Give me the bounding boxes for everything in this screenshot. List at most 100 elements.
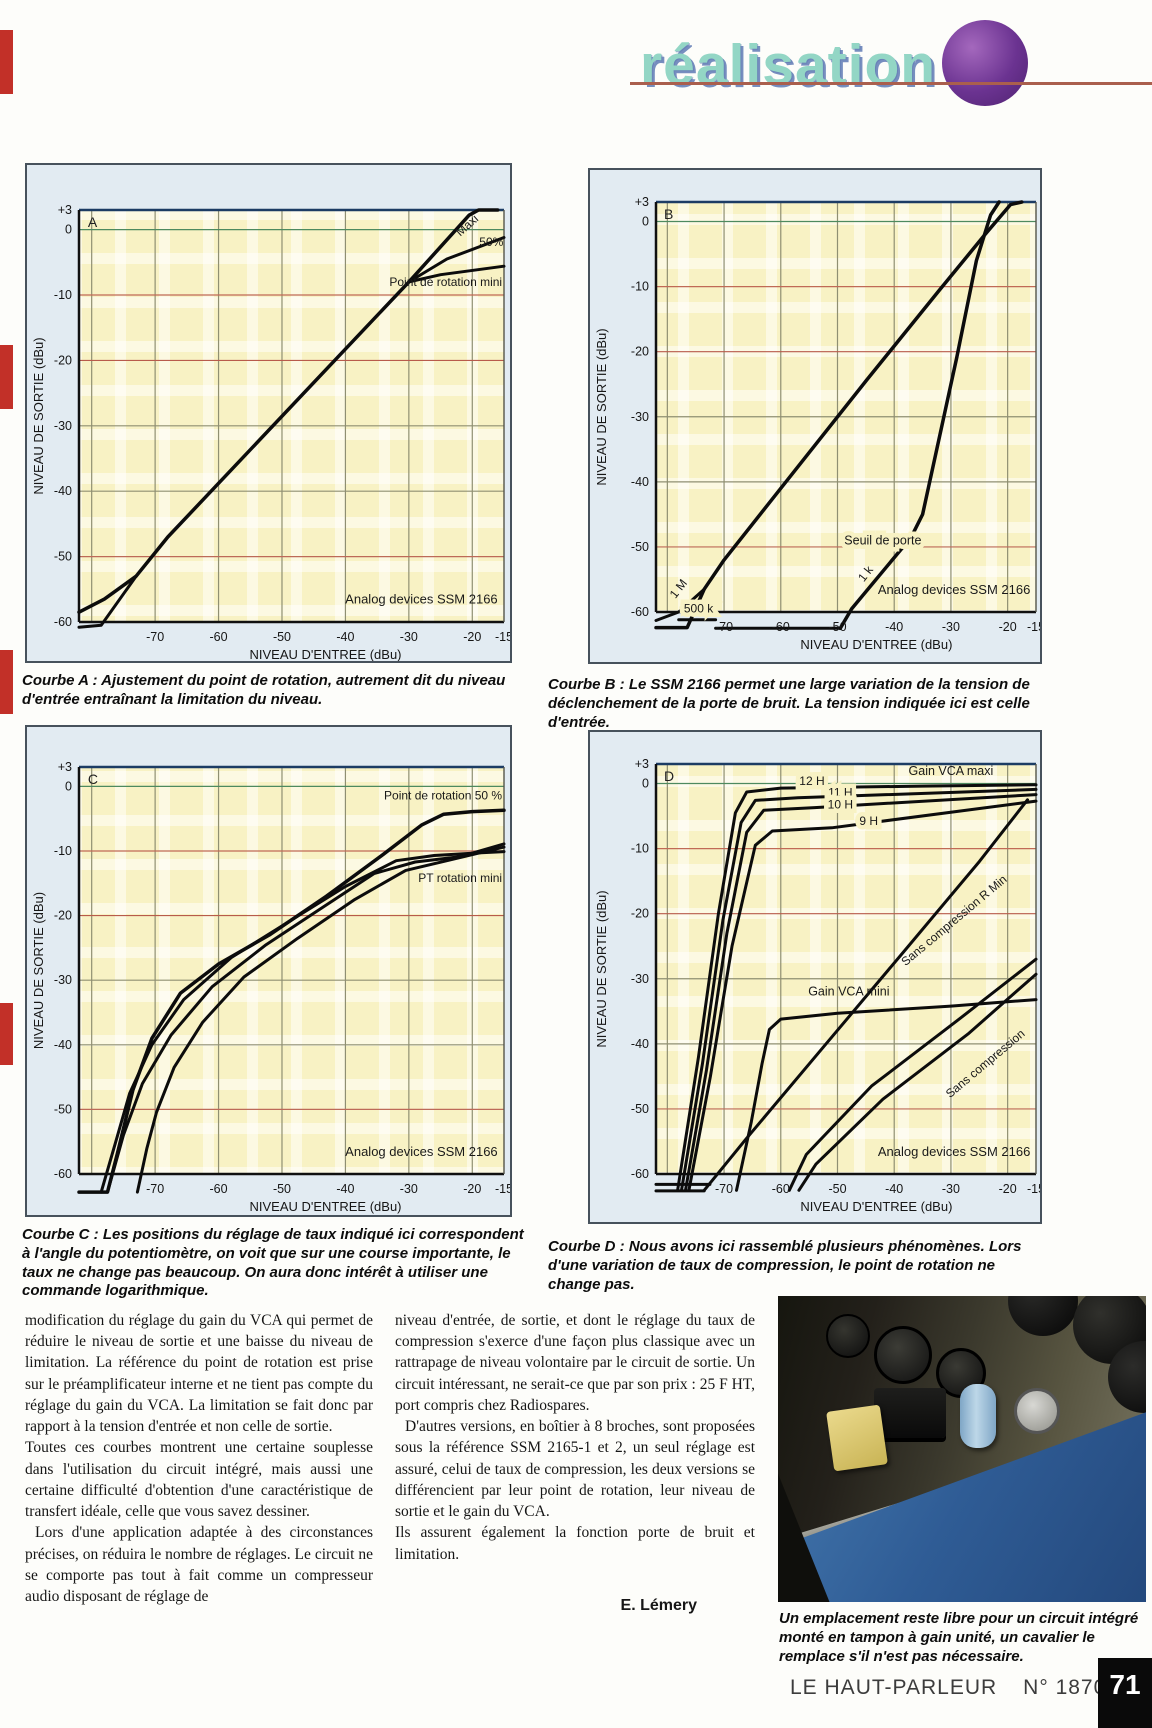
section-title: réalisation	[640, 33, 937, 97]
svg-text:-40: -40	[336, 1182, 354, 1196]
chart-letter: B	[664, 206, 673, 222]
chart-annotation: Seuil de porte	[844, 533, 921, 547]
svg-text:-10: -10	[631, 842, 649, 856]
curves	[77, 208, 506, 629]
svg-text:-60: -60	[772, 620, 790, 634]
svg-text:-50: -50	[273, 630, 291, 644]
x-axis-title: NIVEAU D'ENTREE (dBu)	[249, 647, 401, 661]
grid	[656, 202, 1036, 612]
header-rule	[630, 82, 1152, 85]
svg-text:-50: -50	[54, 1102, 72, 1116]
grid	[79, 767, 504, 1174]
logo-circle-icon	[942, 20, 1028, 106]
svg-text:-15: -15	[495, 1182, 510, 1196]
curve	[838, 200, 1001, 631]
y-axis-title: NIVEAU DE SORTIE (dBu)	[594, 890, 609, 1047]
chart-annotation: 50%	[479, 235, 503, 249]
curve	[702, 798, 1029, 1192]
brand-label: Analog devices SSM 2166	[345, 1144, 497, 1159]
axis-ticks: +30-10-20-30-40-50-60-70 -60 -50 -40 -30 -20-…	[54, 203, 510, 644]
photo-blue-capacitor	[960, 1384, 996, 1448]
curve	[684, 793, 1038, 1192]
axis-ticks: +30-10-20-30-40-50-60-70 -60 -50 -40 -30 -20-…	[54, 760, 510, 1196]
article-column-2: niveau d'entrée, de sortie, et dont le r…	[395, 1310, 755, 1617]
page-number: 71	[1098, 1658, 1152, 1728]
axis-ticks: +30-10-20-30-40-50-60-70 -60 -50 -40 -30 -20-…	[631, 757, 1040, 1196]
paragraph: Lors d'une application adaptée à des cir…	[25, 1524, 373, 1606]
svg-text:-10: -10	[54, 844, 72, 858]
chart-annotation: 9 H	[859, 814, 878, 828]
brand-label: Analog devices SSM 2166	[878, 1144, 1030, 1159]
svg-text:+3: +3	[635, 757, 649, 771]
paragraph: Ils assurent également la fonction porte…	[395, 1524, 755, 1563]
svg-text:-30: -30	[631, 972, 649, 986]
chart-annotation: 500 k	[684, 602, 714, 616]
curves	[77, 808, 506, 1194]
svg-text:-20: -20	[463, 630, 481, 644]
photo-caption: Un emplacement reste libre pour un circu…	[779, 1610, 1139, 1665]
chart-letter: D	[664, 768, 674, 784]
svg-text:-50: -50	[631, 1102, 649, 1116]
svg-text:-10: -10	[631, 280, 649, 294]
chart-annotation: Gain VCA mini	[808, 985, 889, 999]
svg-text:-40: -40	[631, 1037, 649, 1051]
svg-text:-20: -20	[631, 907, 649, 921]
print-bleed-mark	[0, 1003, 13, 1065]
x-axis-title: NIVEAU D'ENTREE (dBu)	[249, 1199, 401, 1214]
print-bleed-mark	[0, 650, 13, 714]
chart-letter: A	[88, 214, 98, 230]
photo-trimmer	[1014, 1388, 1060, 1434]
curve	[680, 787, 1038, 1192]
curves	[654, 783, 1038, 1193]
axis-ticks: +30-10-20-30-40-50-60-70 -60 -50 -40 -30 -20-…	[631, 195, 1040, 634]
photo-capacitor	[874, 1326, 932, 1384]
grid	[656, 764, 1036, 1174]
svg-text:-50: -50	[631, 540, 649, 554]
svg-text:-30: -30	[631, 410, 649, 424]
svg-text:-30: -30	[400, 630, 418, 644]
svg-text:+3: +3	[635, 195, 649, 209]
curve	[787, 957, 1038, 1192]
svg-text:0: 0	[642, 215, 649, 229]
caption-courbe-a: Courbe A : Ajustement du point de rotati…	[22, 672, 506, 708]
curve	[407, 264, 506, 284]
paragraph: Toutes ces courbes montrent une certaine…	[25, 1439, 373, 1521]
curve	[735, 998, 1038, 1192]
svg-text:-10: -10	[54, 288, 72, 302]
curve	[407, 236, 506, 284]
curve	[654, 587, 706, 622]
caption-courbe-c: Courbe C : Les positions du réglage de t…	[22, 1226, 524, 1300]
chart-annotation: Gain VCA maxi	[909, 764, 994, 778]
x-axis-title: NIVEAU D'ENTREE (dBu)	[800, 637, 952, 652]
svg-text:-30: -30	[54, 419, 72, 433]
svg-text:-60: -60	[772, 1182, 790, 1196]
caption-courbe-d: Courbe D : Nous avons ici rassemblé plus…	[548, 1238, 1022, 1293]
curve	[135, 845, 506, 1194]
annotations: Point de rotation 50 % PT rotation mini An…	[345, 788, 502, 1159]
svg-text:-30: -30	[54, 973, 72, 987]
chart-panel-d: D Gain VCA maxi 12 H 11 H 10 H 9 H Gain VCA mi…	[588, 730, 1042, 1224]
svg-text:-30: -30	[400, 1182, 418, 1196]
svg-text:-20: -20	[999, 1182, 1017, 1196]
curve	[77, 208, 500, 614]
svg-text:-40: -40	[336, 630, 354, 644]
paragraph: niveau d'entrée, de sortie, et dont le r…	[395, 1312, 755, 1414]
footer: LE HAUT-PARLEUR N° 1870	[790, 1676, 1132, 1700]
chart-annotation: Point de rotation 50 %	[384, 788, 502, 802]
chart-annotation: PT rotation mini	[418, 871, 502, 885]
svg-text:-60: -60	[210, 630, 228, 644]
svg-text:-50: -50	[54, 550, 72, 564]
brand-label: Analog devices SSM 2166	[345, 592, 497, 607]
svg-text:-70: -70	[715, 1182, 733, 1196]
plot-area	[656, 764, 1036, 1174]
svg-text:-50: -50	[828, 1182, 846, 1196]
svg-text:-60: -60	[54, 615, 72, 629]
chart-svg: C Point de rotation 50 % PT rotation mini A…	[31, 760, 510, 1214]
chart-annotation: 11 H	[828, 786, 852, 800]
svg-text:-20: -20	[54, 909, 72, 923]
plot-borders	[654, 200, 1037, 614]
svg-text:0: 0	[65, 223, 72, 237]
